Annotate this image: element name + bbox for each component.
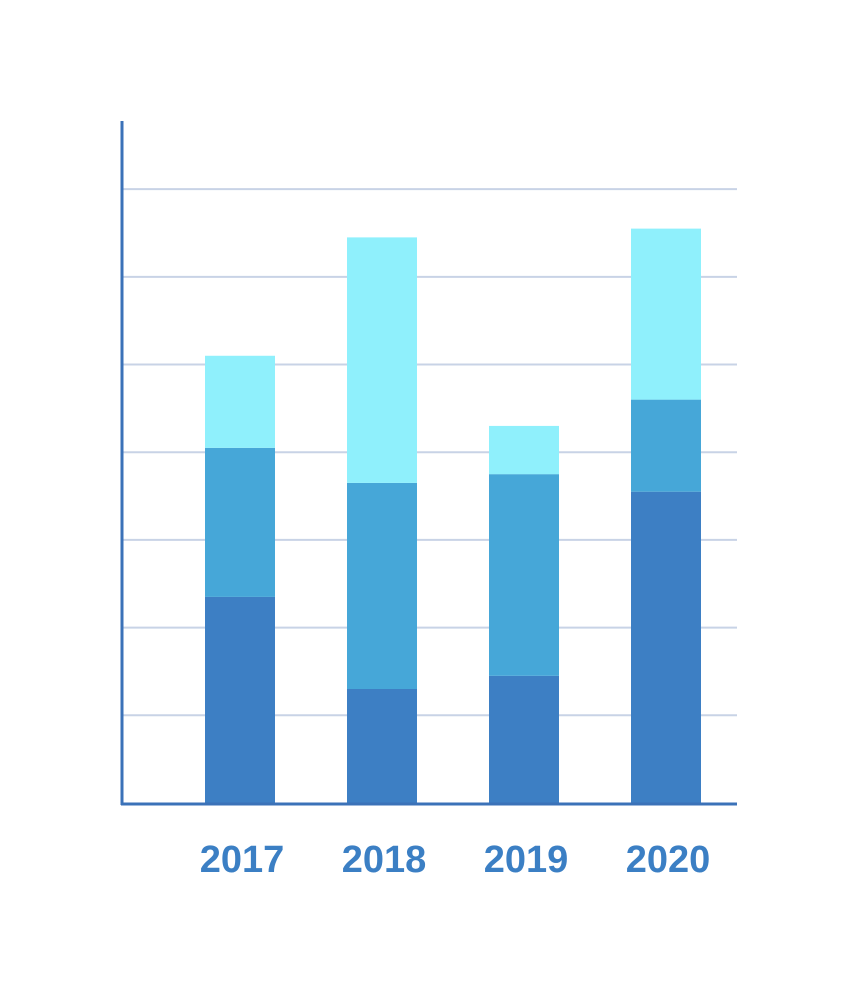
bar-segment (489, 675, 559, 803)
bar-segment (631, 399, 701, 492)
x-tick-label: 2019 (484, 839, 569, 881)
bar-segment (205, 596, 275, 803)
bar-segment (631, 491, 701, 803)
bar-segment (347, 482, 417, 689)
bar-segment (489, 474, 559, 676)
x-tick-label: 2020 (626, 839, 711, 881)
bar-segment (347, 237, 417, 483)
bar-segment (205, 355, 275, 448)
x-tick-label: 2017 (200, 839, 285, 881)
x-tick-label: 2018 (342, 839, 427, 881)
bar-segment (347, 689, 417, 803)
bar-segment (489, 425, 559, 475)
bar-segment (631, 228, 701, 400)
bar-segment (205, 447, 275, 597)
